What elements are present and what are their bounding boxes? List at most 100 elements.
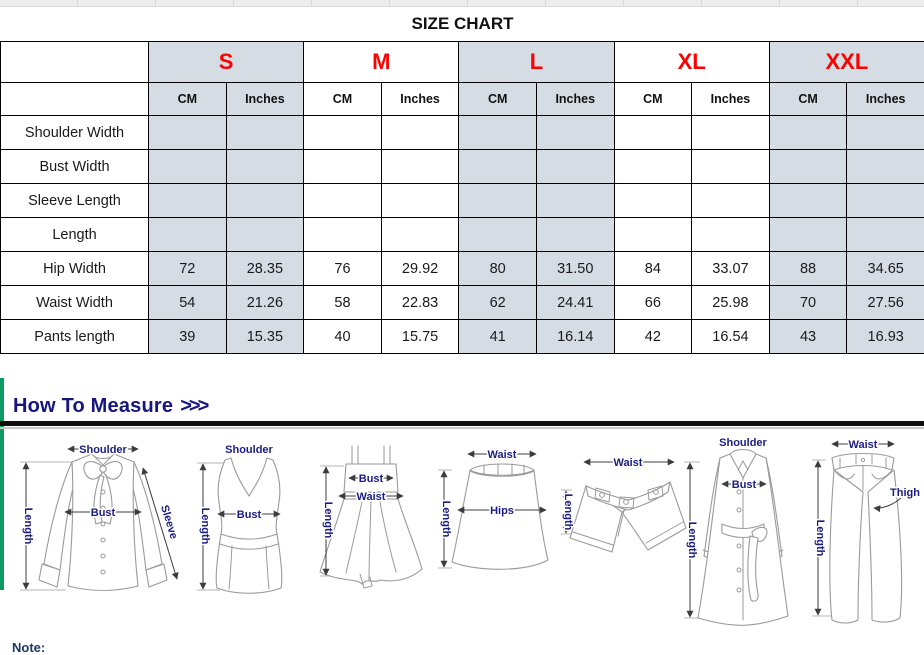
unit-header-cell: CM	[614, 83, 692, 116]
value-cell	[226, 184, 304, 218]
value-cell	[692, 218, 770, 252]
pants-diagram: Waist Thigh Length	[806, 432, 924, 636]
value-cell: 80	[459, 252, 537, 286]
tank-body	[216, 458, 282, 593]
value-cell	[614, 116, 692, 150]
tank-top-diagram: Shoulder Length Bust	[190, 438, 308, 598]
value-cell	[226, 218, 304, 252]
value-cell: 15.75	[381, 320, 459, 354]
value-cell: 72	[149, 252, 227, 286]
value-cell	[614, 150, 692, 184]
shorts-waist-label: Waist	[614, 457, 643, 469]
value-cell: 39	[149, 320, 227, 354]
chevron-right-icon: >>>	[180, 395, 206, 417]
shorts-diagram: Waist Length	[556, 440, 696, 575]
value-cell	[304, 150, 382, 184]
value-cell: 41	[459, 320, 537, 354]
value-cell	[459, 150, 537, 184]
unit-header-cell: Inches	[381, 83, 459, 116]
value-cell	[381, 150, 459, 184]
table-row: Bust Width	[1, 150, 924, 184]
blouse-sleeve-label: Sleeve	[158, 504, 180, 541]
unit-header-cell: Inches	[847, 83, 924, 116]
skirt-waist-label: Waist	[488, 449, 517, 461]
row-label: Shoulder Width	[1, 116, 149, 150]
size-col-header-xl: XL	[614, 42, 769, 83]
blouse-shoulder-label: Shoulder	[79, 444, 127, 456]
value-cell	[459, 116, 537, 150]
size-col-header-s: S	[149, 42, 304, 83]
value-cell	[226, 150, 304, 184]
unit-header-cell: CM	[304, 83, 382, 116]
row-label: Waist Width	[1, 286, 149, 320]
page-title: SIZE CHART	[1, 6, 924, 42]
value-cell	[149, 184, 227, 218]
value-cell	[769, 150, 847, 184]
value-cell	[847, 218, 924, 252]
value-cell: 58	[304, 286, 382, 320]
value-cell	[692, 150, 770, 184]
pants-left-leg	[830, 470, 863, 623]
value-cell: 76	[304, 252, 382, 286]
value-cell	[149, 150, 227, 184]
value-cell: 29.92	[381, 252, 459, 286]
value-cell	[769, 218, 847, 252]
size-col-header-m: M	[304, 42, 459, 83]
value-cell: 27.56	[847, 286, 924, 320]
skirt-length-label: Length	[440, 501, 452, 538]
value-cell: 66	[614, 286, 692, 320]
unit-header-cell: Inches	[536, 83, 614, 116]
coat-shoulder-label: Shoulder	[719, 437, 767, 449]
note-label: Note:	[12, 640, 45, 655]
value-cell	[226, 116, 304, 150]
coat-diagram: Shoulder Bust Length	[678, 432, 804, 636]
value-cell: 16.14	[536, 320, 614, 354]
value-cell: 25.98	[692, 286, 770, 320]
value-cell	[536, 218, 614, 252]
tank-length-label: Length	[199, 508, 211, 545]
unit-corner-cell	[1, 83, 149, 116]
value-cell: 16.54	[692, 320, 770, 354]
value-cell: 21.26	[226, 286, 304, 320]
dress-bust-label: Bust	[359, 473, 384, 485]
value-cell: 22.83	[381, 286, 459, 320]
blouse-diagram: Shoulder Length Bust Sleeve	[8, 438, 188, 598]
value-cell	[381, 218, 459, 252]
unit-header-cell: CM	[769, 83, 847, 116]
dress-waist-label: Waist	[357, 491, 386, 503]
unit-header-cell: Inches	[226, 83, 304, 116]
row-label: Pants length	[1, 320, 149, 354]
value-cell: 88	[769, 252, 847, 286]
value-cell: 70	[769, 286, 847, 320]
coat-bust-label: Bust	[732, 479, 757, 491]
value-cell	[536, 184, 614, 218]
row-label: Length	[1, 218, 149, 252]
size-col-header-l: L	[459, 42, 614, 83]
section-divider-rule	[0, 421, 924, 426]
row-label: Hip Width	[1, 252, 149, 286]
value-cell: 40	[304, 320, 382, 354]
row-label: Sleeve Length	[1, 184, 149, 218]
value-cell: 28.35	[226, 252, 304, 286]
value-cell: 31.50	[536, 252, 614, 286]
row-label: Bust Width	[1, 150, 149, 184]
table-corner-cell	[1, 42, 149, 83]
value-cell	[381, 184, 459, 218]
tank-bust-label: Bust	[237, 509, 262, 521]
how-to-measure-heading: How To Measure>>>	[13, 395, 206, 418]
value-cell	[536, 116, 614, 150]
skirt-diagram: Waist Hips Length	[432, 440, 566, 585]
value-cell: 42	[614, 320, 692, 354]
value-cell: 33.07	[692, 252, 770, 286]
value-cell: 62	[459, 286, 537, 320]
value-cell: 43	[769, 320, 847, 354]
skirt-body	[452, 471, 548, 569]
value-cell	[847, 116, 924, 150]
value-cell	[692, 116, 770, 150]
skirt-hips-label: Hips	[490, 505, 514, 517]
